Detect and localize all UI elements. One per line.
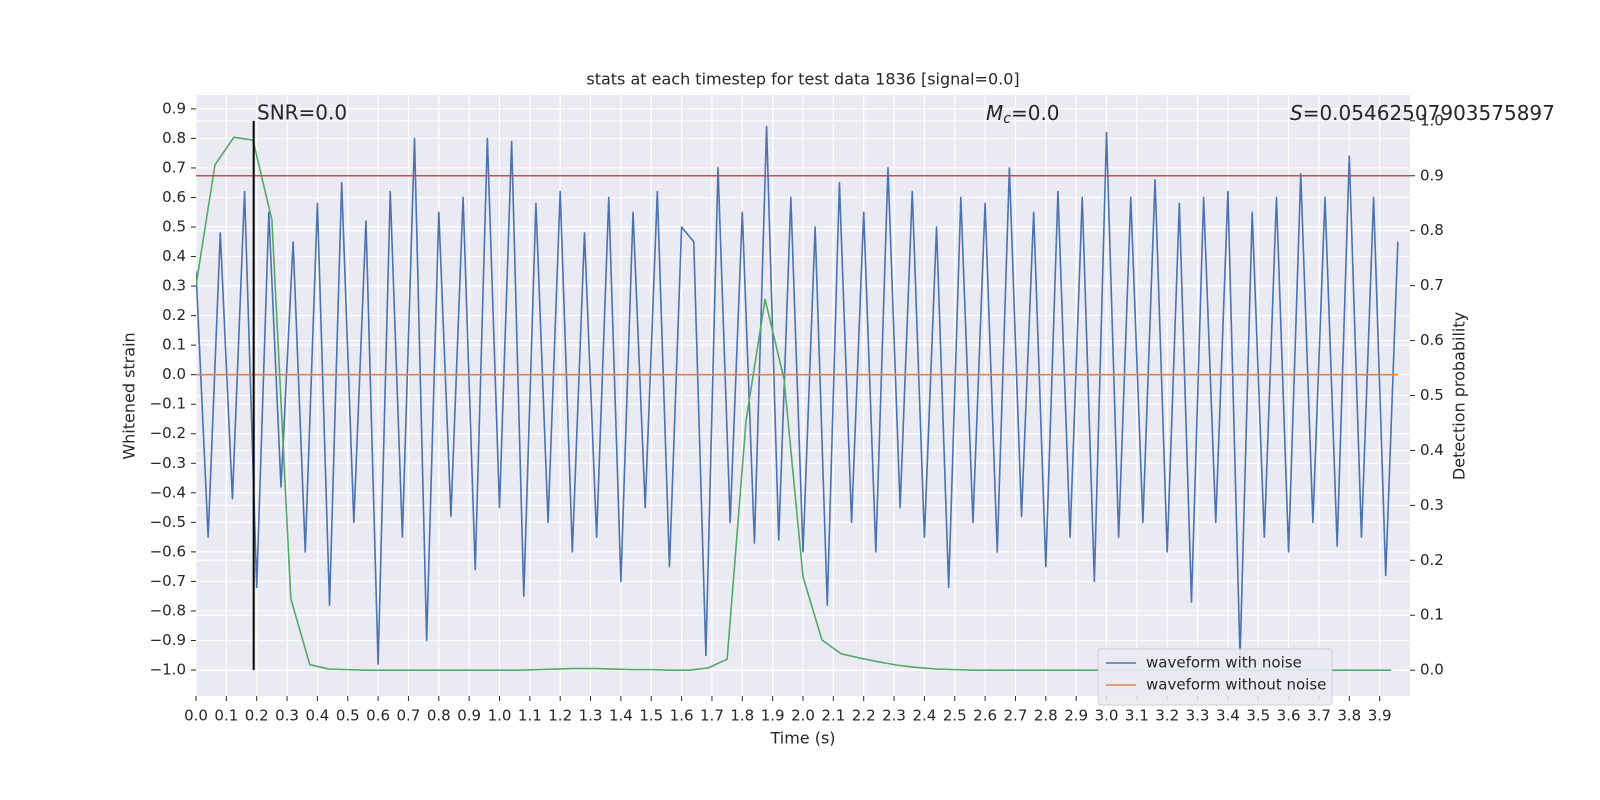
- x-tick-label: 0.6: [366, 707, 390, 725]
- annotation-mc: Mc=0.0: [986, 101, 1060, 128]
- x-tick-label: 1.6: [670, 707, 694, 725]
- x-tick-label: 1.5: [639, 707, 663, 725]
- x-tick-label: 3.1: [1125, 707, 1149, 725]
- x-tick-label: 2.6: [973, 707, 997, 725]
- overlay: 0.0 0.1 0.2 0.3 0.4 0.5 0.6 0.7 0.8 0.9 1.0 1.1 1.2 1…: [150, 99, 1444, 724]
- annotation-s: S=0.05462507903575897: [1290, 101, 1555, 125]
- x-tick-label: 3.2: [1155, 707, 1179, 725]
- y-tick-label: 0.4: [162, 247, 186, 265]
- x-tick-label: 2.7: [1004, 707, 1028, 725]
- legend-label: waveform without noise: [1146, 676, 1326, 694]
- x-tick-label: 1.4: [609, 707, 633, 725]
- y-tick-label: 0.6: [162, 188, 186, 206]
- x-tick-label: 0.2: [245, 707, 269, 725]
- y-tick-label: 0.2: [162, 306, 186, 324]
- y-tick-label: −0.5: [150, 513, 186, 531]
- annotation-snr: SNR=0.0: [257, 101, 347, 125]
- x-tick-label: 1.0: [488, 707, 512, 725]
- chart-title: stats at each timestep for test data 183…: [586, 70, 1019, 89]
- annotation-subscript: c: [1003, 111, 1011, 127]
- x-tick-label: 1.3: [579, 707, 603, 725]
- x-tick-label: 2.8: [1034, 707, 1058, 725]
- y-tick-label: −0.7: [150, 572, 186, 590]
- x-tick-label: 0.0: [184, 707, 208, 725]
- y-tick-label: −0.9: [150, 631, 186, 649]
- legend-box: [1097, 648, 1333, 706]
- y-tick-label: 0.8: [162, 129, 186, 147]
- x-tick-label: 3.4: [1216, 707, 1240, 725]
- y-tick-label: −0.4: [150, 483, 186, 501]
- x-axis-label: Time (s): [769, 729, 835, 748]
- x-tick-label: 3.8: [1337, 707, 1361, 725]
- x-tick-label: 2.4: [912, 707, 936, 725]
- y2-tick-label: 0.8: [1420, 221, 1444, 239]
- y2-tick-label: 0.3: [1420, 496, 1444, 514]
- legend-label: waveform with noise: [1146, 654, 1302, 672]
- y2-tick-label: 0.2: [1420, 551, 1444, 569]
- y2-tick-label: 1.0: [1420, 111, 1444, 129]
- y2-tick-label: 0.6: [1420, 331, 1444, 349]
- x-tick-label: 1.8: [730, 707, 754, 725]
- x-tick-label: 3.9: [1368, 707, 1392, 725]
- x-tick-label: 1.2: [548, 707, 572, 725]
- x-tick-label: 1.9: [761, 707, 785, 725]
- y2-tick-label: 0.0: [1420, 661, 1444, 679]
- x-tick-label: 0.9: [457, 707, 481, 725]
- x-tick-label: 2.2: [852, 707, 876, 725]
- y-tick-label: 0.7: [162, 158, 186, 176]
- y-axis-label: Whitened strain: [120, 332, 139, 459]
- x-tick-label: 2.9: [1064, 707, 1088, 725]
- x-tick-label: 0.3: [275, 707, 299, 725]
- x-tick-label: 1.1: [518, 707, 542, 725]
- y2-tick-label: 0.4: [1420, 441, 1444, 459]
- x-tick-label: 1.7: [700, 707, 724, 725]
- x-tick-label: 0.5: [336, 707, 360, 725]
- y-tick-label: 0.9: [162, 99, 186, 117]
- y-tick-label: −0.6: [150, 542, 186, 560]
- y-tick-label: −0.2: [150, 424, 186, 442]
- y-tick-label: −0.3: [150, 454, 186, 472]
- y-tick-label: 0.1: [162, 336, 186, 354]
- x-tick-label: 2.5: [943, 707, 967, 725]
- y-tick-label: −0.8: [150, 601, 186, 619]
- x-tick-label: 0.1: [214, 707, 238, 725]
- y2-axis-label: Detection probability: [1450, 312, 1469, 480]
- y-tick-label: −0.1: [150, 395, 186, 413]
- x-tick-label: 3.3: [1186, 707, 1210, 725]
- x-tick-label: 0.8: [427, 707, 451, 725]
- x-tick-label: 0.7: [397, 707, 421, 725]
- x-tick-label: 3.0: [1095, 707, 1119, 725]
- y-tick-label: 0.5: [162, 218, 186, 236]
- x-tick-label: 2.1: [821, 707, 845, 725]
- x-tick-label: 0.4: [305, 707, 329, 725]
- annotation-symbol: M: [986, 101, 1003, 125]
- y2-tick-label: 0.9: [1420, 166, 1444, 184]
- y-tick-label: 0.3: [162, 277, 186, 295]
- annotation-text: =0.05462507903575897: [1303, 101, 1555, 125]
- legend: waveform with noise waveform without nois…: [1097, 648, 1333, 706]
- x-tick-label: 2.0: [791, 707, 815, 725]
- x-tick-label: 3.5: [1246, 707, 1270, 725]
- x-tick-label: 3.6: [1277, 707, 1301, 725]
- annotation-text: =0.0: [1011, 101, 1060, 125]
- y2-tick-label: 0.5: [1420, 386, 1444, 404]
- y-tick-label: −1.0: [150, 661, 186, 679]
- y-tick-label: 0.0: [162, 365, 186, 383]
- grid: [195, 95, 1410, 696]
- y2-tick-label: 0.7: [1420, 276, 1444, 294]
- annotation-symbol: S: [1290, 101, 1303, 125]
- x-tick-label: 3.7: [1307, 707, 1331, 725]
- x-tick-label: 2.3: [882, 707, 906, 725]
- y2-tick-label: 0.1: [1420, 606, 1444, 624]
